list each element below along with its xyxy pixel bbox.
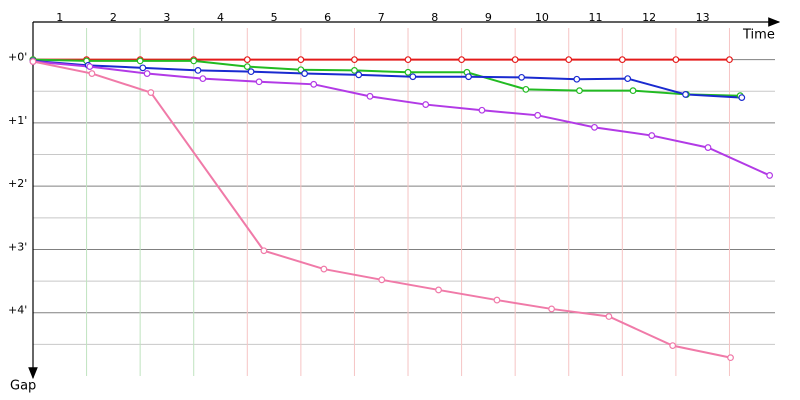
data-point	[139, 64, 147, 72]
data-point	[366, 92, 374, 100]
grid: +0'+1'+2'+3'+4'1 2 3 4 5 6 7 8 9 10 11 12 13	[8, 11, 775, 376]
data-point	[682, 91, 689, 98]
data-point	[465, 73, 472, 81]
x-tick-label: 12	[642, 11, 656, 24]
data-point	[404, 56, 412, 64]
data-point	[573, 75, 581, 83]
x-tick-label: 6	[324, 11, 331, 24]
plot	[29, 56, 774, 362]
data-point	[409, 73, 417, 81]
data-point	[310, 80, 318, 88]
series-line	[32, 58, 741, 97]
x-axis-title: Time	[742, 28, 775, 43]
data-point	[648, 132, 656, 139]
data-point	[522, 85, 530, 93]
data-point	[565, 56, 573, 64]
data-point	[422, 101, 430, 108]
data-point	[320, 265, 328, 273]
data-point	[458, 56, 465, 64]
data-point	[243, 56, 251, 64]
data-point	[29, 58, 37, 65]
data-point	[478, 106, 486, 114]
x-tick-label: 5	[271, 11, 278, 24]
data-point	[435, 286, 442, 294]
data-point	[518, 73, 525, 81]
x-tick-label: 10	[535, 11, 549, 24]
data-point	[534, 111, 542, 119]
data-point	[143, 70, 151, 77]
data-point	[355, 71, 363, 79]
data-point	[378, 276, 386, 284]
data-point	[548, 305, 555, 313]
data-point	[297, 56, 305, 64]
x-tick-label: 11	[589, 11, 603, 24]
y-tick-label: +2'	[8, 177, 27, 190]
data-point	[766, 172, 774, 179]
data-point	[726, 56, 733, 64]
data-point	[88, 70, 96, 77]
series-line	[32, 59, 742, 99]
data-point	[136, 57, 144, 65]
data-point	[147, 89, 155, 96]
x-tick-label: 8	[431, 11, 438, 24]
data-point	[194, 66, 202, 74]
data-point	[199, 75, 207, 83]
data-point	[591, 123, 598, 131]
data-point	[493, 296, 501, 304]
y-tick-label: +4'	[8, 304, 27, 317]
x-tick-label: 9	[485, 11, 492, 24]
data-point	[618, 56, 626, 64]
data-point	[727, 354, 734, 362]
x-tick-label: 4	[217, 11, 224, 24]
x-tick-label: 2	[110, 11, 117, 24]
y-tick-label: +3'	[8, 240, 27, 253]
series-line	[32, 60, 771, 177]
data-point	[704, 144, 712, 151]
y-tick-label: +0'	[8, 51, 27, 64]
series-line	[32, 60, 731, 359]
data-point	[738, 94, 746, 101]
data-point	[605, 313, 613, 320]
data-point	[351, 56, 358, 64]
data-point	[576, 87, 583, 95]
x-tick-label: 7	[378, 11, 385, 24]
data-point	[511, 56, 519, 64]
data-point	[301, 70, 309, 77]
data-point	[190, 57, 198, 65]
y-tick-label: +1'	[8, 114, 27, 127]
data-point	[243, 63, 251, 70]
data-point	[351, 66, 358, 74]
data-point	[624, 75, 632, 83]
data-point	[86, 63, 94, 70]
data-point	[255, 78, 263, 86]
data-point	[629, 87, 637, 95]
data-point	[669, 342, 677, 350]
y-axis-title: Gap	[10, 379, 36, 394]
x-tick-label: 3	[163, 11, 170, 24]
data-point	[404, 68, 412, 76]
x-tick-label: 1	[56, 11, 63, 24]
x-tick-label: 13	[696, 11, 710, 24]
data-point	[260, 247, 268, 255]
data-point	[247, 68, 255, 76]
data-point	[672, 56, 680, 64]
